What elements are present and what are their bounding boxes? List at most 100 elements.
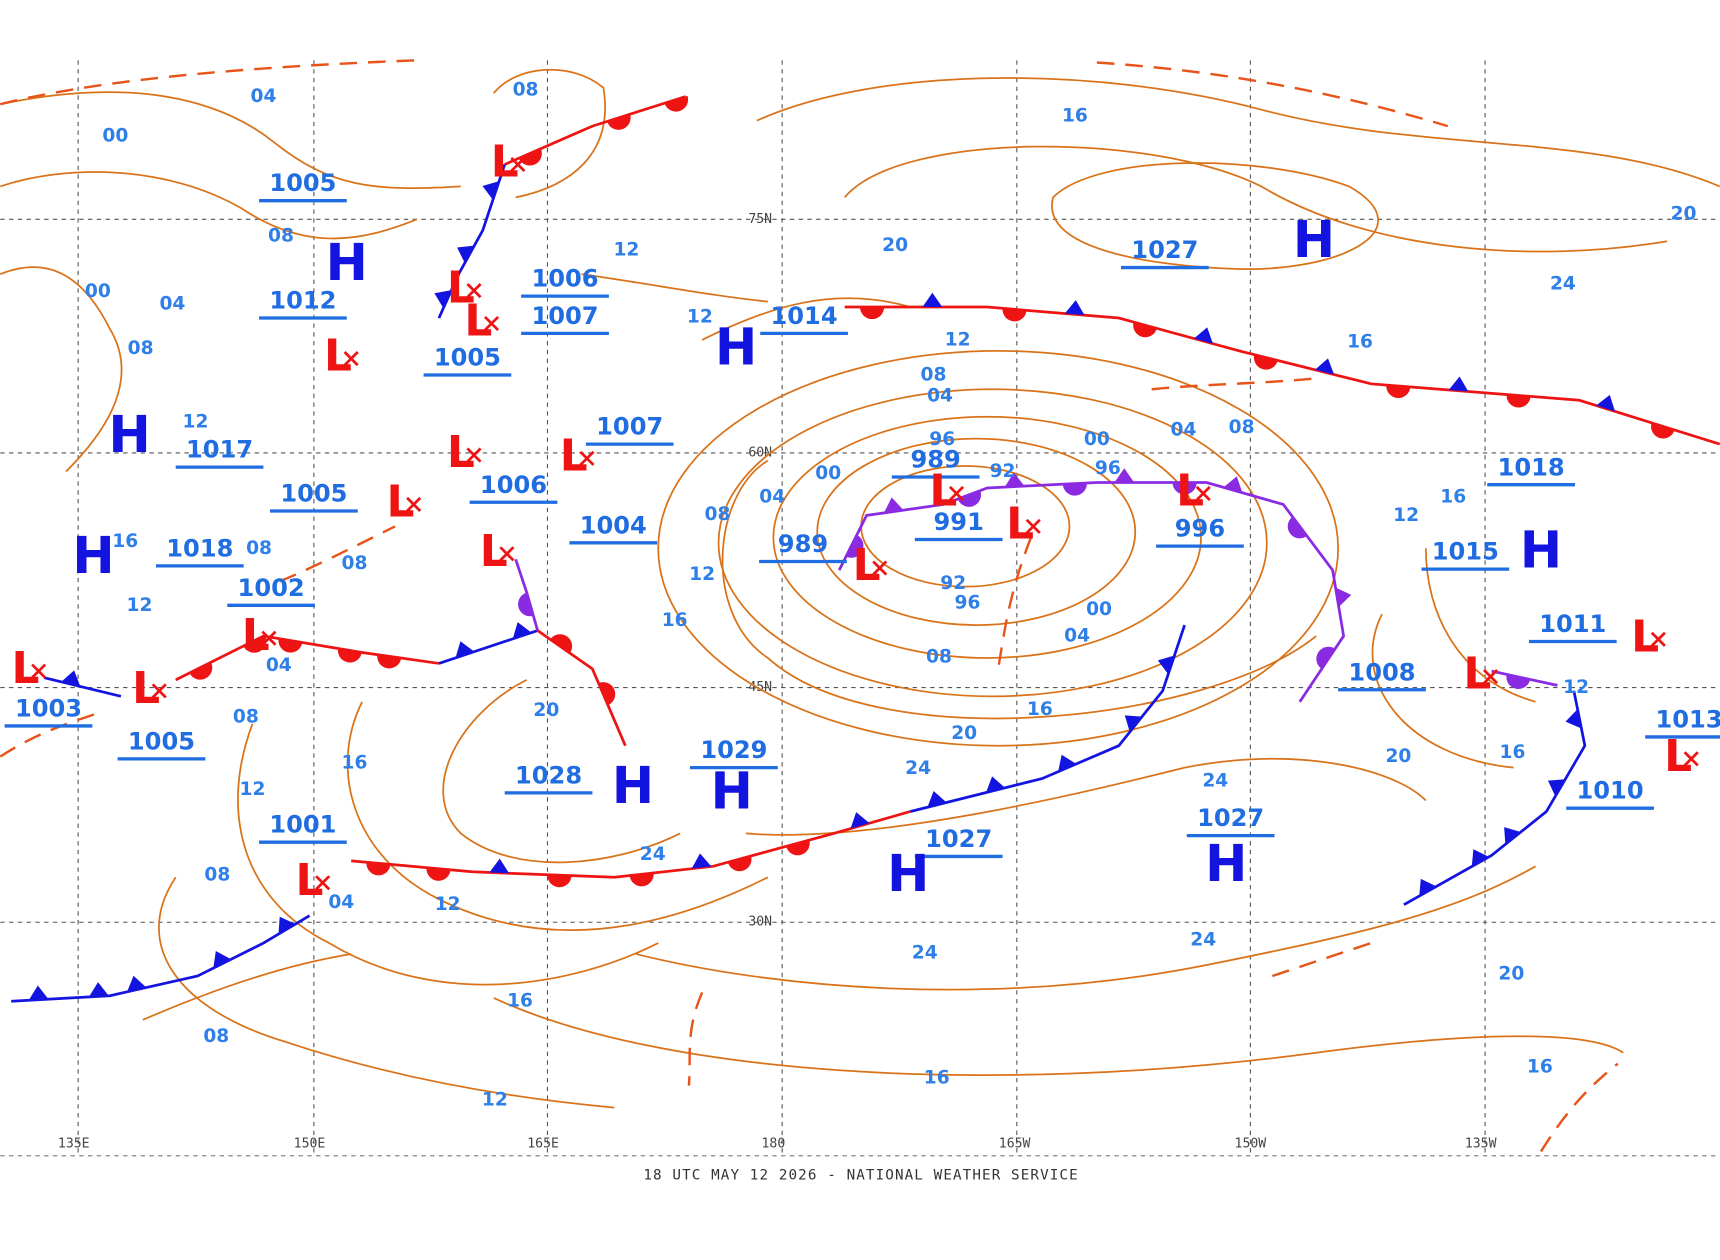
isobar-label: 16 xyxy=(112,531,138,552)
pressure-value: 1027 xyxy=(1197,804,1264,832)
low-center-mark xyxy=(510,156,526,173)
high-center: H xyxy=(72,526,114,585)
low-center-mark xyxy=(466,283,482,299)
warm-front-symbol xyxy=(1316,646,1336,669)
isobar-label: 12 xyxy=(482,1089,508,1110)
isobar-label: 12 xyxy=(687,306,713,327)
low-center-mark xyxy=(406,496,422,512)
high-center: H xyxy=(1520,520,1562,579)
cold-front-symbol xyxy=(28,985,49,1001)
warm-front-symbol xyxy=(377,654,402,669)
cold-front-symbol xyxy=(1596,394,1615,412)
isobar-label: 08 xyxy=(128,338,154,359)
low-center-mark xyxy=(483,315,500,332)
pressure-value: 1018 xyxy=(166,534,233,562)
isobar-label: 16 xyxy=(1440,486,1466,507)
isobar-label: 20 xyxy=(882,235,908,256)
cold-front-symbol xyxy=(213,950,231,969)
isobar-label: 08 xyxy=(246,538,272,559)
longitude-label: 135E xyxy=(58,1136,90,1151)
isobar xyxy=(0,91,461,190)
isobar-label: 00 xyxy=(1084,429,1110,450)
isobar-label: 12 xyxy=(1393,505,1419,526)
isobar xyxy=(0,266,123,473)
isobar-label: 08 xyxy=(921,365,947,386)
isobar-label: 12 xyxy=(613,240,639,261)
pressure-value: 989 xyxy=(778,530,828,558)
low-center-mark xyxy=(499,546,515,562)
cold-front-symbol xyxy=(985,776,1006,793)
cold-front-symbol xyxy=(691,853,712,869)
isobar xyxy=(346,701,769,931)
isobar xyxy=(816,437,1137,626)
isobar-label: 12 xyxy=(240,779,266,800)
cold-front-symbol xyxy=(88,982,109,997)
pressure-value: 1028 xyxy=(515,761,582,789)
cold-front-symbol xyxy=(455,641,475,658)
high-center: H xyxy=(109,405,151,464)
isobar-label: 20 xyxy=(1498,963,1524,984)
isobar-label: 24 xyxy=(905,758,931,779)
isobar-label: 92 xyxy=(940,573,966,594)
low-center-mark xyxy=(948,485,965,502)
isobar xyxy=(142,953,352,1021)
isobar-label: 16 xyxy=(1347,332,1373,353)
cold-front-symbol xyxy=(489,858,510,874)
pressure-value: 989 xyxy=(911,446,961,474)
isobar-label: 08 xyxy=(342,553,368,574)
isobar xyxy=(756,77,1720,188)
cold-front-symbol xyxy=(1157,655,1175,675)
isobar-label: 16 xyxy=(1062,106,1088,127)
isobar-label: 04 xyxy=(927,385,953,406)
low-center-mark xyxy=(872,560,888,576)
isobar-label: 20 xyxy=(533,700,559,721)
warm-front-symbol xyxy=(598,682,616,706)
cold-front-symbol xyxy=(434,290,452,309)
warm-front-symbol xyxy=(366,862,391,876)
front-line xyxy=(837,481,1346,703)
isobar-label: 24 xyxy=(1550,274,1576,295)
low-center-mark xyxy=(261,630,277,646)
isobar xyxy=(843,145,1668,253)
pressure-value: 991 xyxy=(934,508,984,536)
isobar xyxy=(581,273,768,303)
pressure-value: 1006 xyxy=(480,471,547,499)
isobar-label: 24 xyxy=(1190,929,1216,950)
pressure-value: 1029 xyxy=(700,736,767,764)
pressure-value: 1015 xyxy=(1432,538,1499,566)
warm-front-symbol xyxy=(607,114,631,130)
isobar-label: 12 xyxy=(182,412,208,433)
warm-front-symbol xyxy=(518,592,534,617)
pressure-value: 1012 xyxy=(269,287,336,315)
trough xyxy=(279,525,396,583)
front-line xyxy=(536,629,627,747)
isobar-label: 04 xyxy=(328,892,354,913)
warm-front-symbol xyxy=(550,634,573,654)
pressure-value: 1005 xyxy=(128,727,195,755)
isobar-label: 96 xyxy=(929,429,955,450)
warm-front-symbol xyxy=(426,867,451,881)
cold-front-symbol xyxy=(883,497,904,513)
longitude-label: 150W xyxy=(1235,1136,1267,1151)
isobar xyxy=(493,68,606,199)
isobar-label: 16 xyxy=(1500,742,1526,763)
cold-front-symbol xyxy=(482,181,500,200)
cold-front-symbol xyxy=(1058,754,1077,772)
warm-front-symbol xyxy=(547,874,572,888)
map-layers: 135E 150E 165E 180 165W 150W 135W 75N 60N 45N 30N 0… xyxy=(0,59,1720,1156)
latitude-label: 45N xyxy=(748,680,772,695)
cold-front-symbol xyxy=(1193,327,1213,344)
pressure-value: 1027 xyxy=(1131,236,1198,264)
warm-front-symbol xyxy=(957,490,982,507)
isobar xyxy=(636,865,1536,991)
isobar-label: 04 xyxy=(1064,626,1090,647)
isobar-label: 04 xyxy=(266,655,292,676)
isobar-label: 00 xyxy=(1086,599,1112,620)
isobar-label: 24 xyxy=(1202,770,1228,791)
warm-front-symbol xyxy=(1002,308,1027,322)
isobar xyxy=(442,679,681,864)
cold-front-symbol xyxy=(1004,472,1025,488)
longitude-label: 165E xyxy=(527,1136,559,1151)
isobar-label: 12 xyxy=(689,564,715,585)
